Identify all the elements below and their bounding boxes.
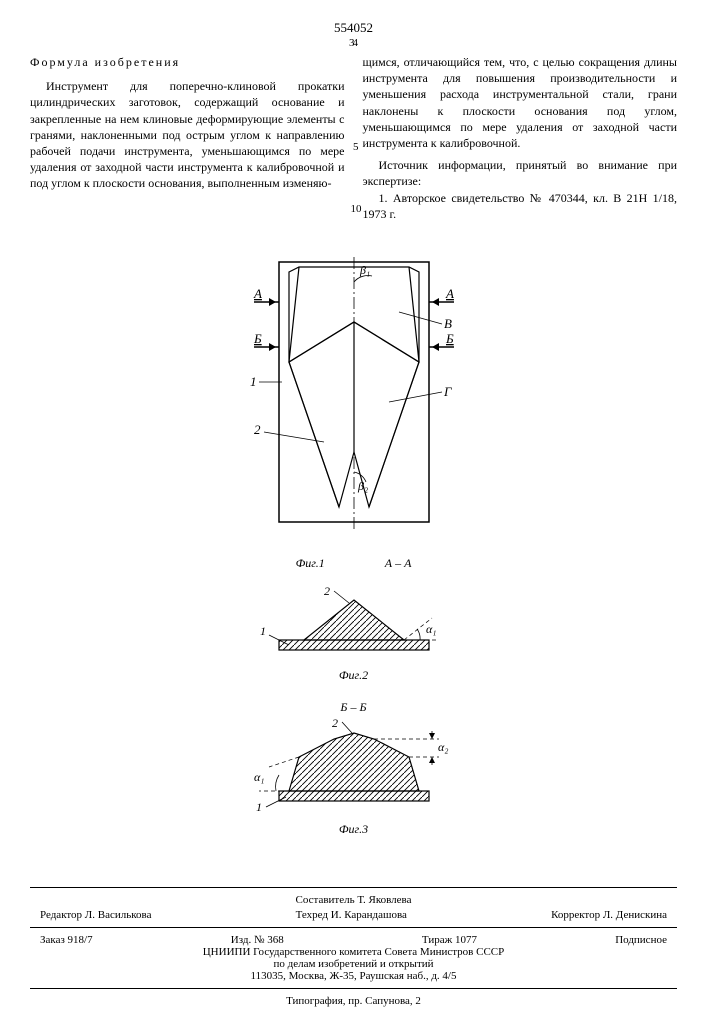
label-A-right: А — [445, 286, 454, 301]
label-V: В — [444, 316, 452, 331]
fig2-caption: Фиг.2 — [30, 668, 677, 683]
left-paragraph: Инструмент для поперечно-клиновой прокат… — [30, 78, 345, 191]
fig3-n1: 1 — [256, 800, 262, 814]
fig1-section: А – А — [385, 556, 412, 571]
fig2-n2: 2 — [324, 585, 330, 598]
formula-title: Формула изобретения — [30, 54, 345, 70]
typo: Типография, пр. Сапунова, 2 — [30, 995, 677, 1007]
fig2-n1: 1 — [260, 624, 266, 638]
figure-3: α₁ α₂ 2 1 — [224, 719, 484, 819]
right-column: 4 щимся, отличающийся тем, что, с целью … — [363, 54, 678, 222]
fig3-alpha2: α₂ — [438, 740, 448, 754]
izd: Изд. № 368 — [231, 934, 284, 946]
right-paragraph-2: Источник информации, принятый во внимани… — [363, 157, 678, 189]
col-num-4: 4 — [353, 36, 359, 51]
fig1-caption: Фиг.1 — [296, 556, 325, 571]
order: Заказ 918/7 — [40, 934, 93, 946]
tirazh: Тираж 1077 — [422, 934, 477, 946]
line-num-5: 5 — [353, 140, 359, 155]
corrector: Корректор Л. Денискина — [551, 909, 667, 921]
left-column: 3 Формула изобретения Инструмент для поп… — [30, 54, 345, 222]
addr: 113035, Москва, Ж-35, Раушская наб., д. … — [30, 970, 677, 982]
footer: Составитель Т. Яковлева Редактор Л. Васи… — [30, 887, 677, 1007]
label-G: Г — [443, 384, 452, 399]
figure-1: β₁ β₂ А А Б Б В Г 1 2 — [224, 252, 484, 552]
fig3-n2: 2 — [332, 719, 338, 730]
label-A-left: А — [253, 286, 262, 301]
fig2-alpha1: α₁ — [426, 622, 436, 636]
line-num-10: 10 — [351, 202, 362, 217]
figure-2: α₁ 1 2 — [234, 585, 474, 665]
label-beta1: β₁ — [359, 263, 370, 277]
compiler: Составитель Т. Яковлева — [30, 894, 677, 906]
label-2: 2 — [254, 422, 261, 437]
org1: ЦНИИПИ Государственного комитета Совета … — [30, 946, 677, 958]
label-B-left: Б — [253, 331, 262, 346]
org2: по делам изобретений и открытий — [30, 958, 677, 970]
podpis: Подписное — [615, 934, 667, 946]
text-columns: 3 Формула изобретения Инструмент для поп… — [30, 54, 677, 222]
label-beta2: β₂ — [357, 479, 368, 493]
right-paragraph-3: 1. Авторское свидетельство № 470344, кл.… — [363, 190, 678, 222]
editor: Редактор Л. Василькова — [40, 909, 151, 921]
fig3-alpha1: α₁ — [254, 770, 264, 784]
fig3-caption: Фиг.3 — [30, 822, 677, 837]
label-B-right: Б — [445, 331, 454, 346]
techred: Техред И. Карандашова — [296, 909, 407, 921]
figures-block: β₁ β₂ А А Б Б В Г 1 2 Фиг.1 А – А — [30, 252, 677, 837]
right-paragraph-1: щимся, отличающийся тем, что, с целью со… — [363, 54, 678, 151]
doc-number: 554052 — [30, 20, 677, 36]
label-1: 1 — [250, 374, 257, 389]
fig3-section: Б – Б — [30, 700, 677, 715]
